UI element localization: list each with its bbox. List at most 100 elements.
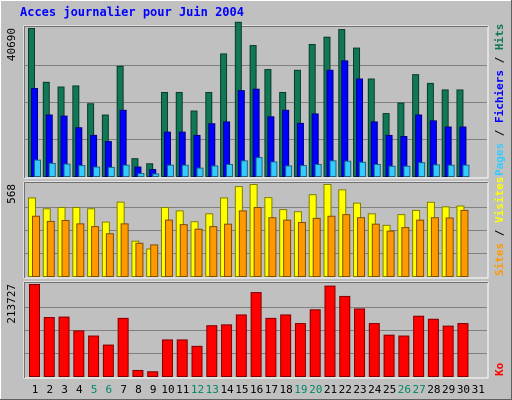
bar-pages-day-6 — [107, 166, 115, 178]
bar-sites-day-30 — [460, 209, 469, 278]
bar-pages-day-4 — [78, 165, 86, 177]
bar-ko-day-13 — [206, 325, 218, 378]
x-tick-label: 13 — [206, 383, 219, 396]
legend-pages-fichiers-hits: Pages / Fichiers / Hits — [493, 24, 506, 176]
bar-ko-day-1 — [29, 284, 40, 377]
bar-sites-day-4 — [76, 223, 85, 278]
bar-sites-day-25 — [386, 230, 395, 277]
x-tick-label: 26 — [398, 383, 411, 396]
bar-pages-day-9 — [152, 173, 160, 177]
bar-ko-day-11 — [176, 339, 188, 377]
bar-pages-day-23 — [359, 161, 367, 178]
bar-ko-day-26 — [398, 335, 410, 378]
x-tick-label: 28 — [427, 383, 440, 396]
bar-sites-day-2 — [46, 220, 55, 278]
bar-sites-day-12 — [194, 228, 203, 277]
bar-ko-day-19 — [294, 323, 306, 378]
x-tick-label: 10 — [161, 383, 174, 396]
bar-sites-day-7 — [120, 223, 129, 278]
bar-ko-day-15 — [235, 314, 247, 377]
y-axis-max-label: 568 — [5, 184, 18, 204]
bar-ko-day-30 — [457, 323, 469, 378]
y-axis-max-label: 213727 — [5, 284, 18, 324]
x-tick-label: 8 — [135, 383, 142, 396]
bar-fichiers-day-22 — [341, 60, 349, 177]
legend-item-pages: Pages — [493, 143, 506, 176]
bar-pages-day-11 — [181, 164, 189, 177]
x-tick-label: 24 — [368, 383, 382, 396]
legend-separator: / — [493, 123, 506, 143]
x-tick-label: 20 — [309, 383, 322, 396]
bar-sites-day-18 — [283, 219, 292, 277]
bar-sites-day-27 — [416, 219, 425, 277]
bar-ko-day-29 — [442, 325, 454, 378]
legend-separator: / — [493, 223, 506, 243]
legend-ko: Ko — [493, 362, 506, 376]
bar-pages-day-21 — [329, 160, 337, 177]
bar-pages-day-12 — [196, 167, 204, 177]
bar-sites-day-21 — [327, 215, 336, 277]
bar-ko-day-10 — [161, 339, 173, 377]
x-tick-label: 27 — [413, 383, 426, 396]
bar-ko-day-14 — [221, 324, 233, 377]
x-tick-label: 9 — [150, 383, 157, 396]
bar-sites-day-1 — [32, 215, 40, 277]
bar-ko-day-27 — [413, 315, 425, 377]
x-tick-label: 29 — [442, 383, 455, 396]
bar-sites-day-29 — [445, 217, 454, 277]
x-tick-label: 12 — [191, 383, 204, 396]
x-tick-label: 25 — [383, 383, 396, 396]
bar-ko-day-23 — [354, 308, 366, 377]
bar-pages-day-1 — [34, 159, 41, 177]
bar-sites-day-23 — [357, 217, 366, 277]
bar-sites-day-22 — [342, 214, 351, 277]
x-tick-label: 6 — [106, 383, 113, 396]
bar-pages-day-16 — [255, 157, 263, 177]
bar-ko-day-22 — [339, 295, 351, 377]
series-sites — [32, 207, 469, 278]
x-tick-label: 21 — [324, 383, 337, 396]
x-tick-label: 15 — [235, 383, 248, 396]
bar-sites-day-26 — [401, 227, 410, 277]
bar-ko-day-4 — [73, 330, 85, 378]
x-tick-label: 5 — [91, 383, 98, 396]
bar-sites-day-5 — [91, 226, 100, 277]
x-tick-label: 19 — [294, 383, 307, 396]
legend-item-ko: Ko — [493, 362, 506, 376]
bar-ko-day-3 — [58, 316, 70, 377]
panel-pages-fichiers-hits: 40690 Pages / Fichiers / Hits — [5, 21, 506, 179]
x-tick-label: 17 — [265, 383, 278, 396]
bar-pages-day-5 — [93, 166, 101, 178]
legend-sites-visites: Sites / Visites — [493, 177, 506, 276]
legend-item-hits: Hits — [493, 24, 506, 51]
bar-ko-day-28 — [427, 318, 439, 377]
x-tick-label: 2 — [46, 383, 53, 396]
bar-pages-day-26 — [403, 165, 411, 177]
bar-ko-day-6 — [102, 344, 114, 377]
x-tick-label: 30 — [457, 383, 470, 396]
bar-sites-day-9 — [150, 244, 159, 278]
bar-ko-day-24 — [368, 323, 380, 378]
bar-ko-day-20 — [309, 309, 321, 377]
bar-sites-day-6 — [105, 233, 114, 278]
bar-ko-day-12 — [191, 345, 203, 377]
bar-pages-day-25 — [388, 165, 396, 177]
bar-pages-day-18 — [285, 165, 293, 177]
bar-sites-day-11 — [179, 224, 188, 278]
bar-pages-day-24 — [373, 163, 381, 178]
bar-pages-day-20 — [314, 163, 322, 178]
bar-pages-day-27 — [418, 162, 426, 177]
bar-pages-day-2 — [48, 162, 56, 177]
bar-pages-day-17 — [270, 161, 278, 178]
bar-sites-day-14 — [224, 223, 233, 278]
legend-item-visites: Visites — [493, 177, 506, 223]
bar-pages-day-30 — [462, 164, 470, 177]
x-tick-label: 1 — [32, 383, 39, 396]
x-tick-label: 18 — [280, 383, 293, 396]
bar-ko-day-25 — [383, 334, 395, 378]
bar-pages-day-19 — [299, 165, 307, 177]
x-axis-day-labels: 1 2 3 4 5 6 7 8 9 10 11 12 13 14 15 16 17 18 19 20 21 22 23 24 2… — [32, 383, 485, 396]
bar-ko-day-16 — [250, 292, 262, 378]
bar-pages-day-3 — [63, 163, 71, 178]
